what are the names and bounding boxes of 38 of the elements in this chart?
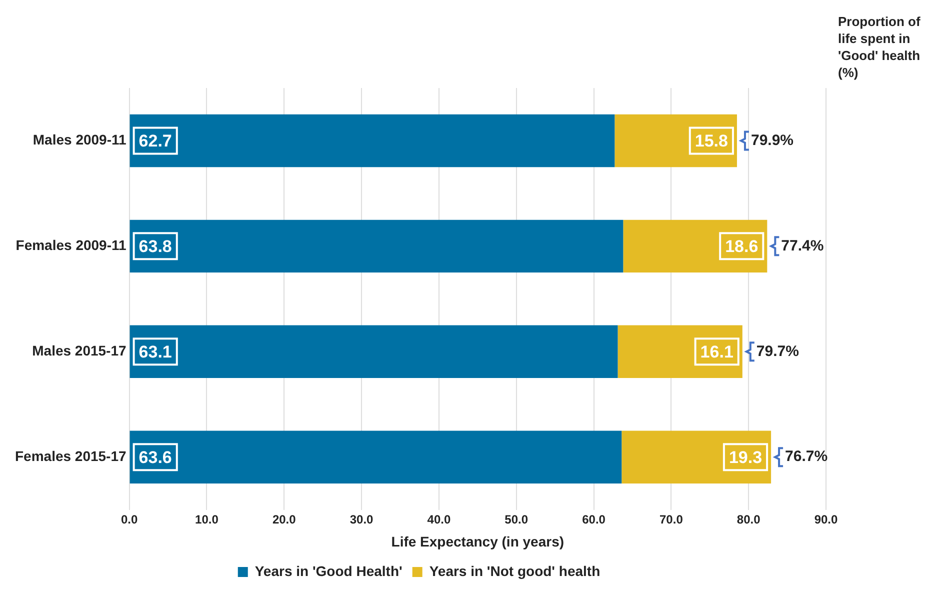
legend-label: Years in 'Good Health' xyxy=(254,562,402,579)
bar xyxy=(130,114,615,168)
bar xyxy=(130,430,622,484)
y-tick-label: Males 2009-11 xyxy=(32,132,127,148)
data-label: 63.6 xyxy=(138,448,172,467)
bar xyxy=(623,220,768,273)
y-tick-label: Females 2009-11 xyxy=(16,237,127,254)
x-tick-label: 70.0 xyxy=(660,512,684,526)
annotation: 77.4% xyxy=(781,237,824,254)
x-tick-label: 30.0 xyxy=(350,512,374,526)
bar xyxy=(130,325,618,378)
bar xyxy=(130,220,624,273)
bar xyxy=(622,430,772,484)
text: Proportion of life spent in 'Good' health (%) xyxy=(838,14,921,80)
x-tick-label: 10.0 xyxy=(195,512,219,526)
x-tick-label: 90.0 xyxy=(814,512,838,526)
data-label: 18.6 xyxy=(725,236,758,256)
data-label: 19.3 xyxy=(728,448,762,467)
x-tick-label: 0.0 xyxy=(120,512,138,526)
x-tick-label: 80.0 xyxy=(736,512,761,526)
data-label: 63.8 xyxy=(138,236,172,256)
y-tick-label: Males 2015-17 xyxy=(32,342,127,358)
annotation: 76.7% xyxy=(785,448,828,466)
x-tick-label: 20.0 xyxy=(272,512,296,526)
x-axis-title: Life Expectancy (in years) xyxy=(391,533,564,550)
annotation: 79.7% xyxy=(756,342,799,360)
legend-label: Years in 'Not good' health xyxy=(429,562,600,579)
x-tick-label: 50.0 xyxy=(504,512,528,526)
annotation: 79.9% xyxy=(750,132,794,149)
x-tick-label: 40.0 xyxy=(427,512,451,526)
data-label: 62.7 xyxy=(138,131,172,150)
bar xyxy=(614,114,737,168)
data-label: 16.1 xyxy=(700,342,734,362)
data-label: 63.1 xyxy=(138,342,172,362)
x-tick-label: 60.0 xyxy=(582,512,606,526)
bar xyxy=(618,325,742,378)
data-label: 15.8 xyxy=(694,131,728,150)
y-tick-label: Females 2015-17 xyxy=(14,448,127,464)
